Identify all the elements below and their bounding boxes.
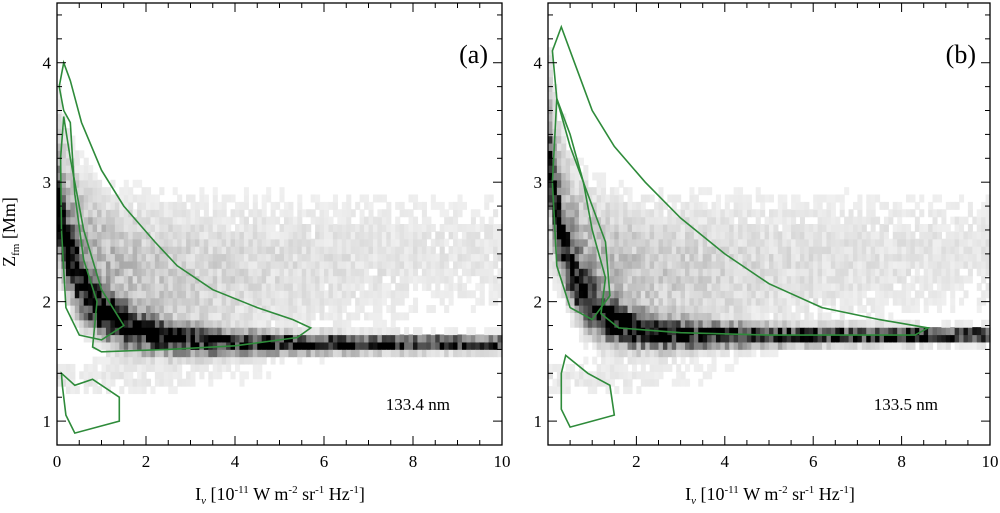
y-tick-label: 3 bbox=[43, 173, 52, 192]
x-tick-label: 10 bbox=[494, 452, 511, 471]
panel-label: (a) bbox=[459, 40, 488, 69]
x-tick-label: 6 bbox=[809, 452, 818, 471]
x-tick-label: 2 bbox=[142, 452, 151, 471]
y-tick-label: 2 bbox=[43, 293, 52, 312]
x-tick-label: 4 bbox=[721, 452, 730, 471]
x-axis-title-b: Iν [10-11 W m-2 sr-1 Hz-1] bbox=[685, 484, 855, 507]
x-tick-label: 8 bbox=[409, 452, 418, 471]
y-axis-title: Zfm [Mm] bbox=[0, 197, 22, 267]
wavelength-label: 133.4 nm bbox=[386, 395, 450, 414]
svg-text:Zfm [Mm]: Zfm [Mm] bbox=[0, 197, 22, 267]
y-axis-title-symbol: Z bbox=[0, 256, 19, 267]
contour-bottom-line bbox=[60, 371, 121, 435]
contour-bottom-line bbox=[560, 353, 616, 429]
x-tick-label: 6 bbox=[320, 452, 329, 471]
y-tick-label: 1 bbox=[534, 412, 543, 431]
x-tick-label: 8 bbox=[897, 452, 906, 471]
y-tick-label: 3 bbox=[534, 173, 543, 192]
heatmap-density bbox=[57, 84, 503, 395]
wavelength-label: 133.5 nm bbox=[874, 395, 938, 414]
y-tick-label: 1 bbox=[43, 412, 52, 431]
y-tick-label: 2 bbox=[534, 293, 543, 312]
x-axis-title-a: Iν [10-11 W m-2 sr-1 Hz-1] bbox=[195, 484, 365, 507]
x-tick-label: 2 bbox=[632, 452, 641, 471]
y-tick-label: 4 bbox=[534, 54, 543, 73]
contour-inner-line bbox=[551, 98, 611, 321]
x-tick-label: 4 bbox=[231, 452, 240, 471]
panel-label: (b) bbox=[946, 40, 976, 69]
heatmap-density bbox=[548, 47, 991, 395]
x-tick-label: 0 bbox=[53, 452, 62, 471]
x-tick-label: 10 bbox=[982, 452, 999, 471]
y-tick-label: 4 bbox=[43, 54, 52, 73]
